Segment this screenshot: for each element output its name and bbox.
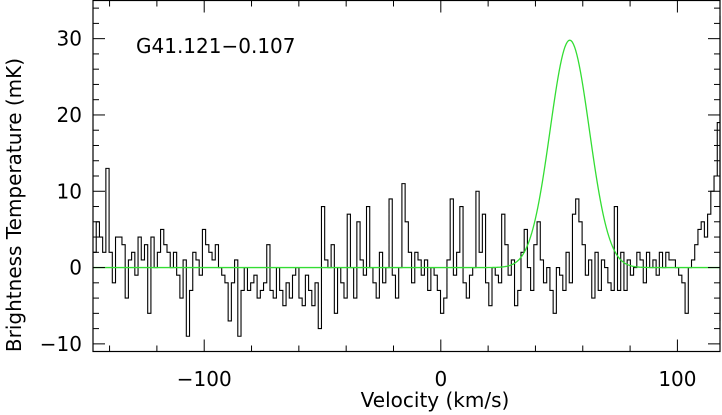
x-tick-label: 100 xyxy=(658,367,696,391)
spectrum-histogram xyxy=(93,15,721,337)
histogram-layer xyxy=(93,15,721,337)
x-tick-label: 0 xyxy=(434,367,447,391)
annotation-label: G41.121−0.107 xyxy=(136,34,296,58)
x-axis-label: Velocity (km/s) xyxy=(361,388,510,412)
y-axis-label: Brightness Temperature (mK) xyxy=(2,58,26,352)
y-tick-label: 30 xyxy=(57,27,82,51)
gaussian-layer xyxy=(93,39,720,269)
y-tick-label: 0 xyxy=(69,256,82,280)
y-tick-label: 10 xyxy=(57,179,82,203)
y-tick-label: −10 xyxy=(40,332,82,356)
y-tick-label: 20 xyxy=(57,103,82,127)
axis-ticks xyxy=(93,0,720,352)
gaussian-fit-line xyxy=(93,39,720,269)
x-tick-label: −100 xyxy=(177,367,232,391)
